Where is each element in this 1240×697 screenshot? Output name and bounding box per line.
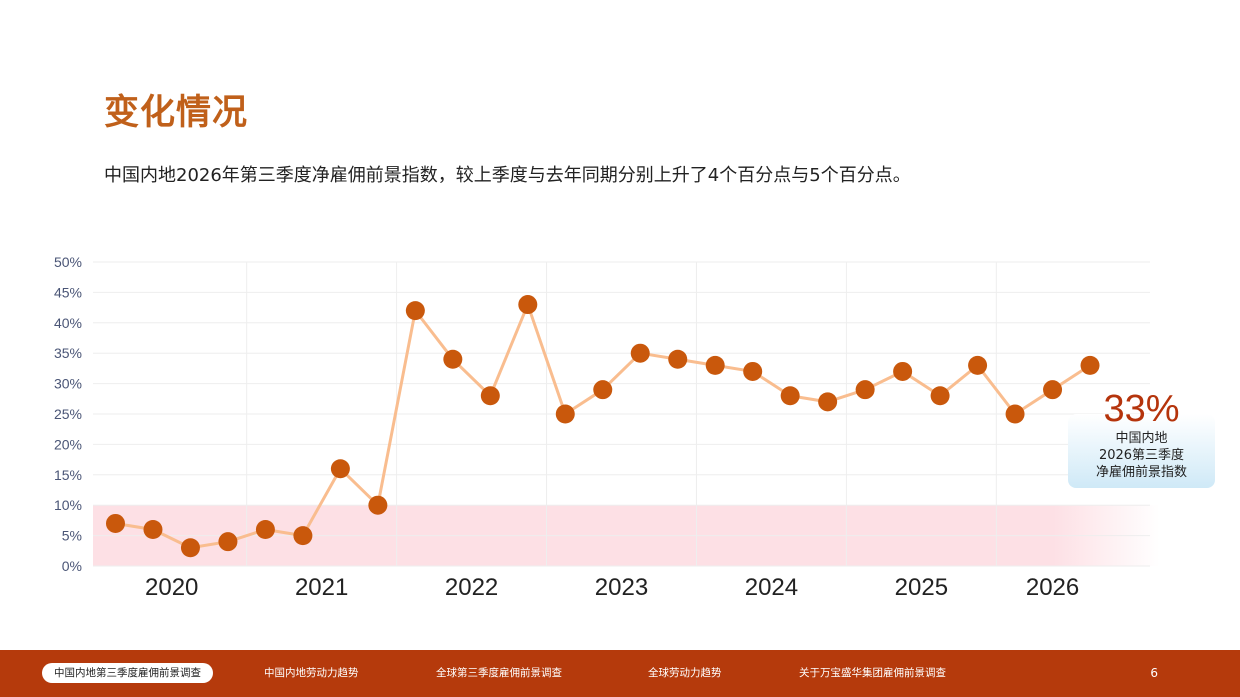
callout-box [1068, 414, 1215, 488]
data-point [705, 355, 725, 375]
data-point [968, 355, 988, 375]
y-tick-label: 25% [54, 406, 82, 422]
nav-about-survey[interactable]: 关于万宝盛华集团雇佣前景调查 [799, 667, 946, 679]
data-point [1005, 404, 1025, 424]
data-point [255, 520, 275, 540]
data-point [330, 459, 350, 479]
data-point [893, 361, 913, 381]
data-point [743, 361, 763, 381]
y-tick-label: 10% [54, 497, 82, 513]
data-point [480, 386, 500, 406]
data-point [405, 301, 425, 321]
hiring-outlook-line-chart: 0% 5% 10% 15% 20% 25% 30% 35% 40% 45% 50% 2020 2021… [54, 254, 1160, 601]
callout-line-metric: 净雇佣前景指数 [1095, 465, 1187, 480]
current-index-callout: 33% 中国内地 2026第三季度 净雇佣前景指数 [1068, 388, 1215, 488]
y-tick-label: 40% [54, 315, 82, 331]
data-point [105, 513, 125, 533]
page-title: 变化情况 [104, 93, 249, 133]
year-label: 2024 [745, 574, 798, 601]
data-point [368, 495, 388, 515]
data-point [293, 526, 313, 546]
data-point [555, 404, 575, 424]
year-label: 2026 [1026, 574, 1079, 601]
data-point [668, 349, 688, 369]
data-point [143, 520, 163, 540]
year-label: 2020 [145, 574, 198, 601]
callout-line-quarter: 2026第三季度 [1098, 448, 1185, 463]
callout-value: 33% [1103, 388, 1180, 430]
footer-nav-bar: 中国内地第三季度雇佣前景调查 中国内地劳动力趋势 全球第三季度雇佣前景调查 全球… [0, 650, 1240, 697]
nav-global-workforce-trends[interactable]: 全球劳动力趋势 [648, 667, 722, 679]
data-point [930, 386, 950, 406]
callout-line-region: 中国内地 [1115, 431, 1168, 446]
data-point [855, 380, 875, 400]
y-tick-label: 0% [62, 558, 82, 574]
data-point [780, 386, 800, 406]
y-tick-label: 50% [54, 254, 82, 270]
data-point [180, 538, 200, 558]
data-point [1043, 380, 1063, 400]
data-point [218, 532, 238, 552]
data-point [1080, 355, 1100, 375]
data-point [630, 343, 650, 363]
data-point [818, 392, 838, 412]
y-tick-label: 35% [54, 345, 82, 361]
data-point [593, 380, 613, 400]
data-point [443, 349, 463, 369]
y-tick-label: 5% [62, 528, 82, 544]
y-tick-label: 45% [54, 284, 82, 300]
nav-global-q3-outlook[interactable]: 全球第三季度雇佣前景调查 [436, 667, 562, 679]
y-tick-label: 30% [54, 376, 82, 392]
year-label: 2022 [445, 574, 498, 601]
year-label: 2021 [295, 574, 348, 601]
y-tick-label: 15% [54, 467, 82, 483]
y-tick-label: 20% [54, 436, 82, 452]
year-label: 2023 [595, 574, 648, 601]
nav-china-workforce-trends[interactable]: 中国内地劳动力趋势 [264, 667, 359, 679]
nav-china-q3-outlook[interactable]: 中国内地第三季度雇佣前景调查 [42, 663, 213, 683]
page-number: 6 [1150, 666, 1158, 680]
page-subtitle: 中国内地2026年第三季度净雇佣前景指数，较上季度与去年同期分别上升了4个百分点… [104, 165, 911, 186]
data-point [518, 295, 538, 315]
year-label: 2025 [895, 574, 948, 601]
